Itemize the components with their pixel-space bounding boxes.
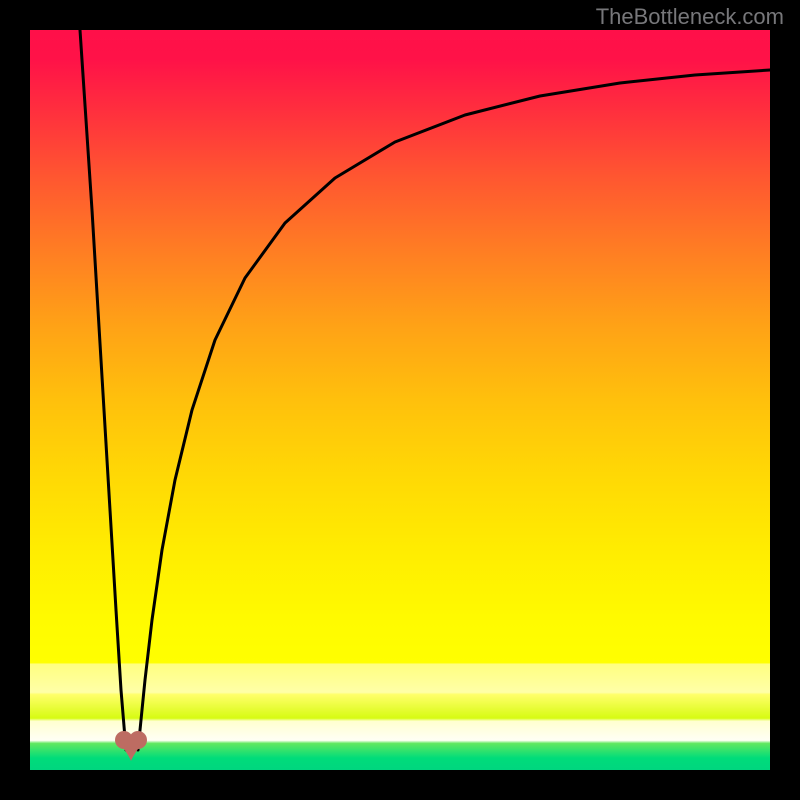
- watermark-text: TheBottleneck.com: [596, 4, 784, 30]
- chart-plot-area: [30, 30, 770, 770]
